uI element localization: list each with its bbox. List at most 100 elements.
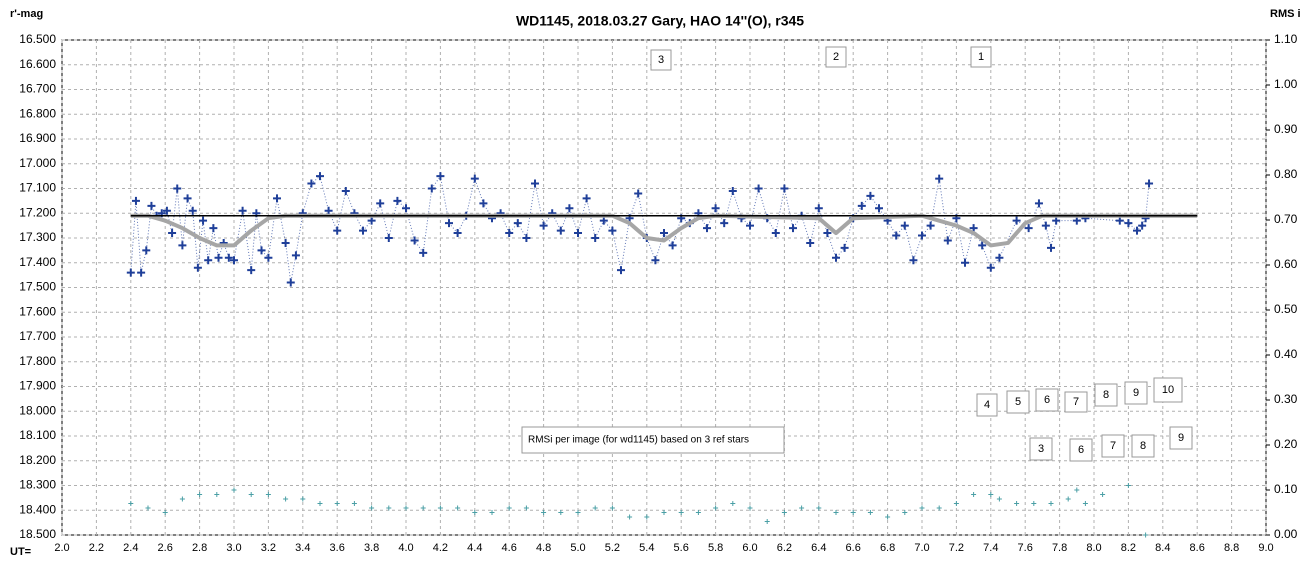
x-tick-label: 6.8 <box>880 542 895 554</box>
data-point <box>644 514 650 520</box>
x-tick-label: 8.8 <box>1224 542 1239 554</box>
data-point <box>173 184 182 193</box>
annotation-box <box>1029 437 1053 461</box>
annotation-text: 9 <box>1178 432 1184 444</box>
annotation: 9 <box>1124 381 1148 405</box>
data-point <box>367 216 376 225</box>
data-point <box>850 510 856 515</box>
annotation: 8 <box>1094 383 1118 407</box>
data-point <box>522 234 531 242</box>
data-point <box>126 268 135 277</box>
data-point <box>437 505 443 511</box>
data-point <box>936 505 942 511</box>
data-point <box>953 501 959 506</box>
y-tick-label: 16.900 <box>19 131 56 145</box>
data-point <box>145 505 151 511</box>
annotation: 5 <box>1006 390 1030 414</box>
data-point <box>840 243 849 252</box>
data-point <box>1082 501 1088 506</box>
y-tick-label: 18.000 <box>19 403 56 417</box>
data-point <box>995 253 1004 262</box>
data-point <box>541 510 547 515</box>
x-tick-label: 2.0 <box>54 542 69 554</box>
data-point <box>1048 501 1054 506</box>
x-tick-label: 3.4 <box>295 542 310 554</box>
data-point <box>900 221 909 230</box>
annotation-text: 2 <box>833 51 839 63</box>
annotation: 10 <box>1153 377 1183 403</box>
data-point <box>1047 243 1055 252</box>
x-tick-label: 7.4 <box>983 542 998 554</box>
y-tick-label: 17.300 <box>19 230 56 244</box>
annotation-box <box>1069 438 1093 462</box>
data-point <box>711 204 720 213</box>
data-point <box>1074 487 1080 493</box>
data-point <box>823 229 832 238</box>
data-point <box>168 229 177 238</box>
data-point <box>230 256 238 265</box>
data-point <box>556 226 565 235</box>
annotation-box <box>1006 390 1030 414</box>
data-point <box>771 229 780 238</box>
y2-tick-label: 1.00 <box>1274 77 1298 91</box>
data-point <box>651 256 660 265</box>
annotation-box <box>1064 391 1088 413</box>
data-point <box>455 505 461 511</box>
y-tick-label: 18.100 <box>19 428 56 442</box>
data-point <box>470 174 479 183</box>
data-point <box>609 505 615 511</box>
data-point <box>179 496 185 502</box>
data-point <box>317 501 323 506</box>
x-tick-label: 7.6 <box>1018 542 1033 554</box>
data-point <box>617 266 625 275</box>
data-point <box>324 206 333 215</box>
y2-tick-label: 0.50 <box>1274 302 1298 316</box>
data-point <box>867 510 873 515</box>
data-point <box>1034 199 1043 208</box>
data-point <box>961 258 969 267</box>
data-point <box>978 241 987 250</box>
data-point <box>918 231 926 240</box>
data-point <box>1115 216 1124 225</box>
data-point <box>531 179 539 188</box>
annotation: 3 <box>1029 437 1053 461</box>
data-point <box>885 514 891 520</box>
data-point <box>926 221 935 230</box>
annotation: 7 <box>1101 434 1125 458</box>
data-point <box>1145 179 1154 188</box>
data-point <box>1125 483 1131 488</box>
data-point <box>1041 221 1050 230</box>
x-tick-label: 6.2 <box>777 542 792 554</box>
data-point <box>1024 224 1033 233</box>
y-tick-label: 16.600 <box>19 57 56 71</box>
y2-tick-label: 0.00 <box>1274 527 1298 541</box>
data-point <box>943 236 952 245</box>
data-point <box>866 191 875 200</box>
x-tick-label: 9.0 <box>1258 542 1273 554</box>
annotation: 2 <box>825 46 847 68</box>
data-point <box>789 224 797 233</box>
data-point <box>142 246 151 255</box>
x-tick-label: 3.8 <box>364 542 379 554</box>
data-point <box>291 251 300 260</box>
data-point <box>369 505 375 511</box>
y-tick-label: 17.600 <box>19 304 56 318</box>
data-point <box>754 184 763 193</box>
annotation: 4 <box>976 393 998 417</box>
data-point <box>307 179 316 188</box>
data-point <box>283 496 289 502</box>
data-point <box>591 234 600 242</box>
data-point <box>523 505 529 511</box>
x-tick-label: 4.0 <box>398 542 413 554</box>
data-point <box>316 172 324 181</box>
data-point <box>806 238 815 247</box>
data-point <box>393 196 402 205</box>
data-point <box>351 501 357 506</box>
data-point <box>832 253 840 262</box>
data-point <box>436 172 445 181</box>
x-tick-label: 3.6 <box>330 542 345 554</box>
annotation-box <box>1153 377 1183 403</box>
data-point <box>627 514 633 520</box>
x-tick-label: 3.0 <box>226 542 241 554</box>
x-tick-label: 4.8 <box>536 542 551 554</box>
